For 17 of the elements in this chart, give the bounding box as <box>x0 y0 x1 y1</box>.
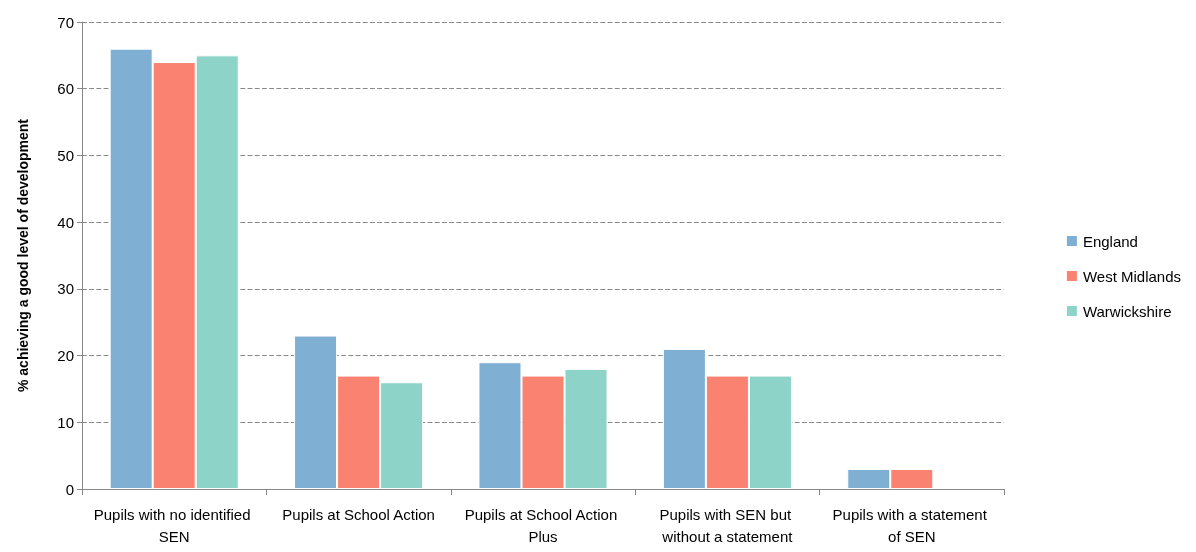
x-tick-label: Pupils with a statement of SEN <box>832 505 992 545</box>
y-tick-label: 50 <box>57 146 74 164</box>
x-tick-label: Pupils with no identified SEN <box>93 505 255 545</box>
y-tick-label: 60 <box>57 80 74 98</box>
x-tick-label: Pupils at School Action <box>282 505 435 523</box>
y-tick-label: 40 <box>57 213 74 231</box>
y-tick-label: 20 <box>57 347 74 365</box>
y-tick-label: 30 <box>57 280 74 298</box>
legend-label: Warwickshire <box>1082 302 1172 320</box>
y-axis-title: % achieving a good level of development <box>15 118 31 393</box>
y-tick-label: 10 <box>57 413 74 431</box>
y-tick-label: 0 <box>65 480 74 498</box>
x-tick-label: Pupils at School Action Plus <box>464 505 622 545</box>
legend-label: West Midlands <box>1082 267 1181 285</box>
y-tick-label: 70 <box>57 13 74 31</box>
legend-label: England <box>1082 232 1138 250</box>
x-tick-label: Pupils with SEN but without a statement <box>659 505 796 545</box>
